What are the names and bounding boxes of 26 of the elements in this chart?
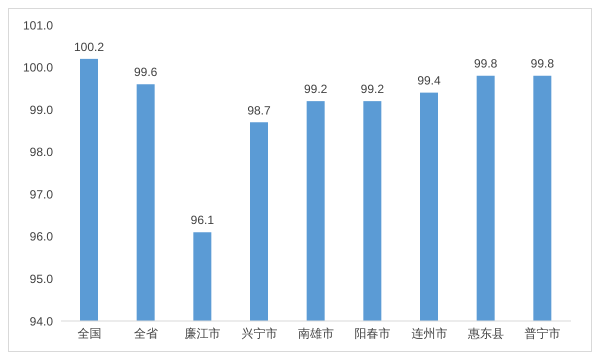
y-tick-label: 96.0 [30,230,54,244]
data-label: 99.2 [304,82,328,96]
data-label: 98.7 [247,103,271,118]
x-tick-label: 普宁市 [524,326,561,341]
x-tick-label: 廉江市 [184,326,221,341]
y-tick-label: 94.0 [30,314,54,328]
x-tick-label: 连州市 [411,326,448,341]
data-label: 100.2 [74,40,104,54]
x-tick-label: 全国 [77,326,102,341]
y-tick-label: 99.0 [30,102,54,117]
data-label: 99.6 [134,65,158,80]
data-label: 99.8 [474,56,498,71]
x-tick-label: 惠东县 [467,326,504,341]
x-tick-label: 全省 [134,326,158,341]
y-tick-label: 100.0 [22,60,54,75]
data-label: 99.4 [417,74,441,88]
y-tick-label: 101.0 [22,18,54,32]
x-tick-label: 兴宁市 [241,326,278,341]
x-tick-label: 南雄市 [298,326,334,341]
y-tick-label: 97.0 [30,187,54,202]
y-tick-label: 95.0 [30,272,54,286]
data-label: 99.2 [360,82,384,96]
y-tick-label: 98.0 [30,145,54,160]
data-label: 96.1 [190,213,214,228]
data-label: 99.8 [530,56,554,71]
x-tick-label: 阳春市 [354,326,391,341]
